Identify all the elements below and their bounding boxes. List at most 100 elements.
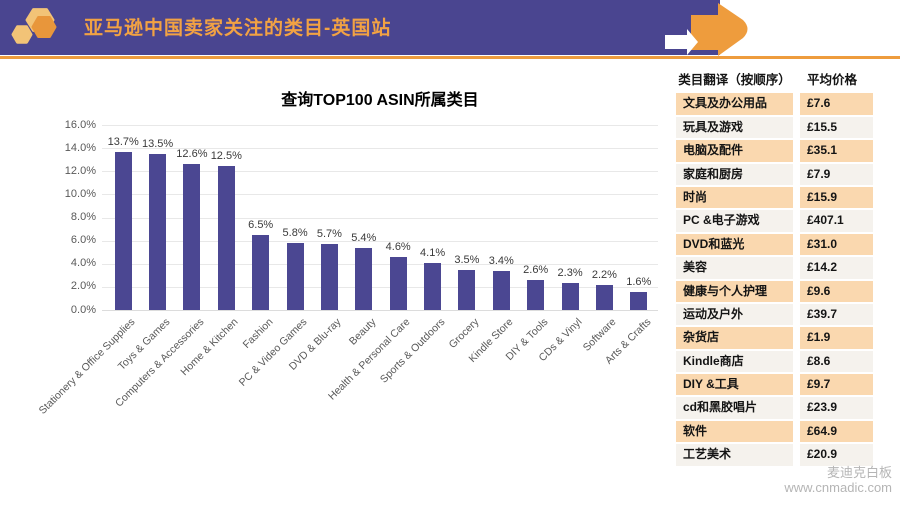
gridline bbox=[102, 240, 658, 242]
bar bbox=[424, 262, 442, 310]
bar-value-label: 5.4% bbox=[351, 231, 377, 244]
header-arrow-decor bbox=[665, 3, 748, 56]
table-category-cell: PC &电子游戏 bbox=[676, 210, 793, 232]
bar bbox=[252, 234, 270, 310]
bar-value-label: 13.5% bbox=[141, 137, 174, 150]
bar-value-label: 12.6% bbox=[176, 148, 208, 161]
gridline bbox=[102, 263, 658, 265]
table-category-cell: 玩具及游戏 bbox=[676, 116, 793, 139]
header-bar bbox=[0, 0, 720, 55]
table-price-cell: £7.6 bbox=[800, 93, 873, 115]
gridline bbox=[102, 310, 658, 311]
table-category-cell: 家庭和厨房 bbox=[676, 163, 793, 185]
table-header-cell: 类目翻译（按顺序） bbox=[676, 70, 793, 92]
x-axis-category-label: DVD & Blu-ray bbox=[287, 316, 344, 373]
gridline bbox=[102, 125, 658, 126]
gridline bbox=[102, 194, 658, 196]
bar bbox=[217, 165, 235, 310]
gridline bbox=[102, 217, 658, 219]
y-axis-tick-label: 16.0% bbox=[64, 118, 96, 131]
bar-value-label: 5.7% bbox=[316, 228, 342, 241]
x-axis-category-label: Fashion bbox=[240, 316, 276, 351]
table-category-cell: 美容 bbox=[676, 257, 793, 279]
table-price-cell: £15.5 bbox=[800, 116, 873, 139]
bar bbox=[595, 284, 613, 310]
table-category-cell: 电脑及配件 bbox=[676, 140, 793, 162]
x-axis-category-label: Arts & Crafts bbox=[602, 316, 654, 367]
table-category-cell: 健康与个人护理 bbox=[676, 280, 793, 302]
table-category-cell: 时尚 bbox=[676, 186, 793, 209]
bar bbox=[389, 256, 407, 310]
y-axis-tick-label: 8.0% bbox=[70, 211, 96, 223]
table-category-cell: 文具及办公用品 bbox=[676, 93, 793, 115]
table-category-cell: DIY &工具 bbox=[676, 374, 793, 396]
x-axis-category-label: Toys & Games bbox=[115, 316, 173, 373]
x-axis-category-label: Grocery bbox=[446, 316, 482, 351]
x-axis-category-label: Computers & Accessories bbox=[112, 316, 207, 410]
bar bbox=[527, 279, 545, 310]
bar-value-label: 6.5% bbox=[248, 218, 274, 231]
table-price-cell: £1.9 bbox=[800, 327, 873, 349]
y-axis-tick-label: 2.0% bbox=[70, 280, 96, 293]
x-axis-category-label: Kindle Store bbox=[466, 316, 516, 365]
bar-value-label: 3.5% bbox=[454, 253, 480, 266]
table-price-cell: £35.1 bbox=[800, 140, 873, 162]
price-table: 类目翻译（按顺序） 平均价格 文具及办公用品 £7.6 玩具及游戏 £15.5 电脑及配件 £… bbox=[676, 70, 873, 466]
y-axis-tick-label: 12.0% bbox=[64, 164, 96, 177]
orange-arrow-icon bbox=[691, 3, 748, 56]
gridline bbox=[102, 286, 658, 288]
x-axis-category-label: Health & Personal Care bbox=[326, 316, 413, 403]
hexagon-cluster-logo bbox=[11, 8, 57, 44]
table-price-cell: £407.1 bbox=[800, 210, 873, 232]
gridline bbox=[102, 171, 658, 173]
table-price-cell: £8.6 bbox=[800, 350, 873, 373]
table-header-cell: 平均价格 bbox=[800, 70, 873, 92]
y-axis-tick-label: 10.0% bbox=[64, 187, 96, 200]
table-price-cell: £23.9 bbox=[800, 397, 873, 419]
table-price-cell: £14.2 bbox=[800, 257, 873, 279]
page-title: 亚马逊中国卖家关注的类目-英国站 bbox=[84, 18, 392, 39]
y-axis-tick-label: 0.0% bbox=[70, 303, 96, 316]
bar bbox=[458, 269, 476, 310]
x-axis-category-label: PC & Video Games bbox=[236, 316, 310, 389]
watermark-url: www.cnmadic.com bbox=[784, 480, 892, 495]
table-price-cell: £31.0 bbox=[800, 233, 873, 256]
chart-title: 查询TOP100 ASIN所属类目 bbox=[281, 92, 479, 109]
bar-value-label: 1.6% bbox=[626, 275, 652, 288]
table-category-cell: 杂货店 bbox=[676, 327, 793, 349]
x-axis-category-label: CDs & Vinyl bbox=[536, 316, 585, 364]
bar-value-label: 5.8% bbox=[282, 226, 308, 239]
bar bbox=[492, 270, 510, 310]
bar bbox=[183, 164, 201, 310]
watermark-brand: 麦迪克白板 bbox=[826, 465, 892, 480]
x-axis-category-label: Home & Kitchen bbox=[178, 316, 241, 379]
header-accent-line bbox=[0, 56, 900, 59]
bar bbox=[630, 291, 648, 310]
table-price-cell: £64.9 bbox=[800, 420, 873, 443]
table-category-cell: DVD和蓝光 bbox=[676, 233, 793, 256]
table-category-cell: cd和黑胶唱片 bbox=[676, 397, 793, 419]
white-arrow-icon bbox=[665, 29, 698, 55]
bar bbox=[320, 244, 338, 310]
bar-value-label: 4.1% bbox=[420, 246, 446, 259]
x-axis-category-label: Sports & Outdoors bbox=[377, 316, 448, 386]
table-category-cell: Kindle商店 bbox=[676, 350, 793, 373]
x-axis-category-label: Beauty bbox=[346, 316, 379, 348]
bar bbox=[114, 151, 132, 310]
bar bbox=[355, 247, 373, 310]
x-axis-category-label: Software bbox=[581, 316, 619, 354]
table-price-cell: £9.6 bbox=[800, 280, 873, 302]
gridline bbox=[102, 148, 658, 150]
bar-value-label: 12.5% bbox=[210, 149, 242, 162]
table-category-cell: 运动及户外 bbox=[676, 303, 793, 326]
table-price-cell: £7.9 bbox=[800, 163, 873, 185]
bar-value-label: 13.7% bbox=[107, 135, 139, 148]
table-category-cell: 工艺美术 bbox=[676, 444, 793, 466]
bar-value-label: 2.3% bbox=[557, 267, 583, 280]
bar-value-label: 2.6% bbox=[523, 263, 549, 276]
y-axis-tick-label: 4.0% bbox=[70, 257, 96, 270]
bar-value-label: 3.4% bbox=[488, 254, 514, 267]
bar bbox=[561, 283, 579, 310]
bar bbox=[149, 153, 167, 310]
